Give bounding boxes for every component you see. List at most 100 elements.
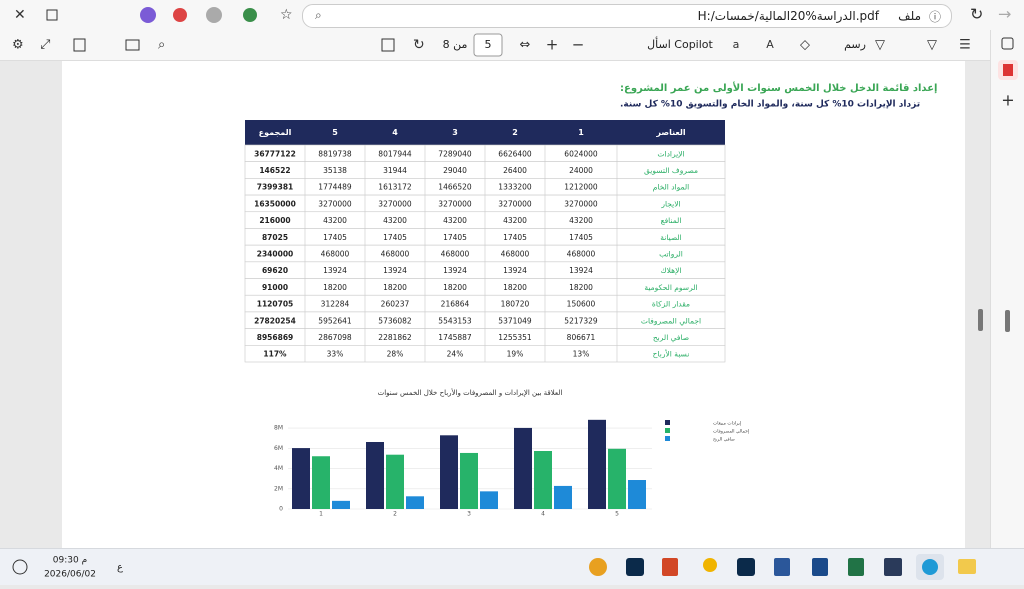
x-tick-label: 1 — [319, 511, 323, 518]
rotate-icon[interactable]: ↻ — [413, 37, 425, 53]
favorites-icon[interactable]: ☆ — [280, 7, 293, 23]
table-cell: 216864 — [441, 300, 470, 309]
zoom-in[interactable]: + — [546, 36, 559, 54]
table-header-cell: 1 — [578, 128, 584, 137]
language[interactable]: ع — [117, 562, 123, 573]
info-icon: ⓘ — [928, 10, 941, 24]
fit-icon[interactable]: ⇔ — [520, 38, 531, 53]
extension-icon[interactable] — [243, 8, 257, 22]
table-cell: 43200 — [383, 216, 407, 225]
table-cell: 1212000 — [564, 183, 598, 192]
notification-icon[interactable] — [12, 559, 28, 575]
x-tick-label: 4 — [541, 511, 545, 518]
table-cell: 5543153 — [438, 316, 472, 325]
bar — [608, 448, 626, 509]
table-cell: 468000 — [567, 250, 596, 259]
row-label: الإيرادات — [657, 149, 684, 158]
copilot-icon[interactable] — [140, 7, 156, 23]
powerpoint-app[interactable] — [662, 558, 678, 576]
file-label: ملف — [898, 9, 921, 23]
window-icon[interactable] — [46, 9, 58, 21]
read-aloud-icon[interactable]: a — [733, 38, 740, 51]
row-label: الرواتب — [659, 250, 683, 259]
sidebar-icons: + — [998, 37, 1018, 332]
copilot-button[interactable]: اسأل Copilot — [647, 36, 713, 51]
zoom-out[interactable]: − — [572, 36, 585, 54]
table-cell: 13924 — [443, 266, 467, 275]
forward-icon[interactable]: → — [998, 5, 1011, 24]
page-scrollbar[interactable] — [978, 309, 983, 331]
profile-icon[interactable] — [206, 7, 222, 23]
bar — [332, 500, 350, 509]
save-icon[interactable] — [73, 38, 86, 52]
highlight-icon[interactable]: ▽ — [927, 38, 937, 53]
table-cell: 3270000 — [318, 199, 352, 208]
capture-app[interactable] — [884, 558, 902, 576]
table-cell: 13924 — [569, 266, 593, 275]
copy-icon[interactable] — [1001, 37, 1014, 50]
y-tick-label: 0 — [279, 506, 283, 513]
app-icon[interactable] — [173, 8, 187, 22]
table-cell: 6024000 — [564, 149, 598, 158]
add-icon[interactable]: + — [1001, 91, 1014, 110]
table-cell: 35138 — [323, 166, 347, 175]
erase-icon[interactable]: ◇ — [800, 38, 810, 53]
search-icon[interactable]: ⌕ — [158, 38, 165, 53]
search-app[interactable] — [703, 558, 717, 572]
table-cell: 5371049 — [498, 316, 532, 325]
draw-button[interactable]: رسم — [844, 38, 866, 51]
table-cell: 1774489 — [318, 183, 352, 192]
row-label: نسبة الأرباح — [653, 349, 690, 359]
edge-app[interactable] — [922, 559, 938, 575]
photoshop-app-2[interactable] — [737, 558, 755, 576]
print-icon[interactable] — [125, 39, 140, 51]
legend-label: صافي الربح — [713, 438, 735, 443]
table-cell: 117% — [263, 350, 287, 359]
table-cell: 3270000 — [564, 199, 598, 208]
table-cell: 146522 — [259, 166, 290, 175]
table-cell: 1255351 — [498, 333, 532, 342]
address-bar[interactable]: ⌕ H:/الدراسة%20المالية/خمسات.pdf ملف ⓘ — [302, 4, 952, 28]
bar — [480, 491, 498, 509]
excel-app[interactable] — [848, 558, 864, 576]
text-icon[interactable]: A — [766, 38, 774, 51]
table-cell: 2867098 — [318, 333, 352, 342]
table-cell: 33% — [327, 350, 344, 359]
table-cell: 468000 — [321, 250, 350, 259]
page-input[interactable] — [473, 33, 503, 57]
word-app[interactable] — [774, 558, 790, 576]
photoshop-app[interactable] — [626, 558, 644, 576]
clock-time: 09:30 م — [53, 556, 87, 566]
close-icon[interactable]: ✕ — [14, 7, 26, 23]
view-icon[interactable] — [381, 38, 395, 52]
table-cell: 26400 — [503, 166, 527, 175]
y-tick-label: 2M — [274, 485, 283, 492]
subheading: تزداد الإيرادات 10% كل سنة، والمواد الخا… — [620, 100, 920, 110]
app-icon[interactable] — [812, 558, 828, 576]
scrollbar[interactable] — [1005, 310, 1010, 332]
y-tick-label: 6M — [274, 445, 283, 452]
contents-icon[interactable]: ☰ — [959, 38, 971, 53]
explorer-app[interactable] — [958, 559, 976, 574]
legend-label: إيرادات مبيعات — [713, 422, 741, 427]
bar — [460, 452, 478, 509]
bar — [628, 480, 646, 509]
refresh-icon[interactable]: ↻ — [970, 5, 983, 24]
table-cell: 13924 — [323, 266, 347, 275]
expand-icon[interactable]: ⤢ — [40, 38, 50, 53]
legend-label: إجمالي المصروفات — [713, 430, 749, 435]
chrome-app[interactable] — [589, 558, 607, 576]
row-label: المنافع — [661, 216, 682, 225]
table-cell: 17405 — [383, 233, 407, 242]
row-label: الإهلاك — [661, 266, 682, 275]
table-cell: 18200 — [503, 283, 527, 292]
table-cell: 17405 — [503, 233, 527, 242]
bar — [366, 441, 384, 509]
table-cell: 1745887 — [438, 333, 472, 342]
table-header-bg — [245, 120, 725, 145]
table-cell: 468000 — [441, 250, 470, 259]
draw-icon[interactable]: ▽ — [875, 38, 885, 53]
table-cell: 468000 — [501, 250, 530, 259]
table-cell: 87025 — [262, 233, 288, 242]
settings-icon[interactable]: ⚙ — [12, 38, 24, 53]
